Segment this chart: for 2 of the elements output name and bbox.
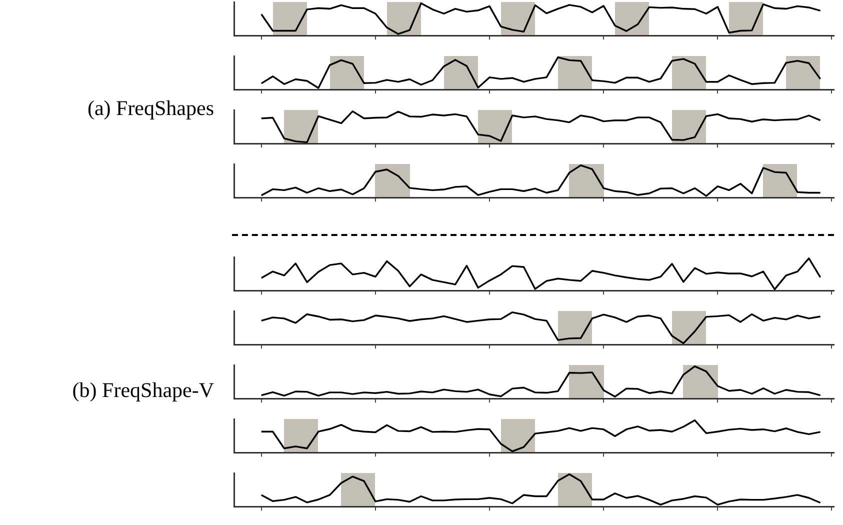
text: (a) FreqShapes [86,96,214,120]
text: (b) FreqShape-V [71,378,214,402]
